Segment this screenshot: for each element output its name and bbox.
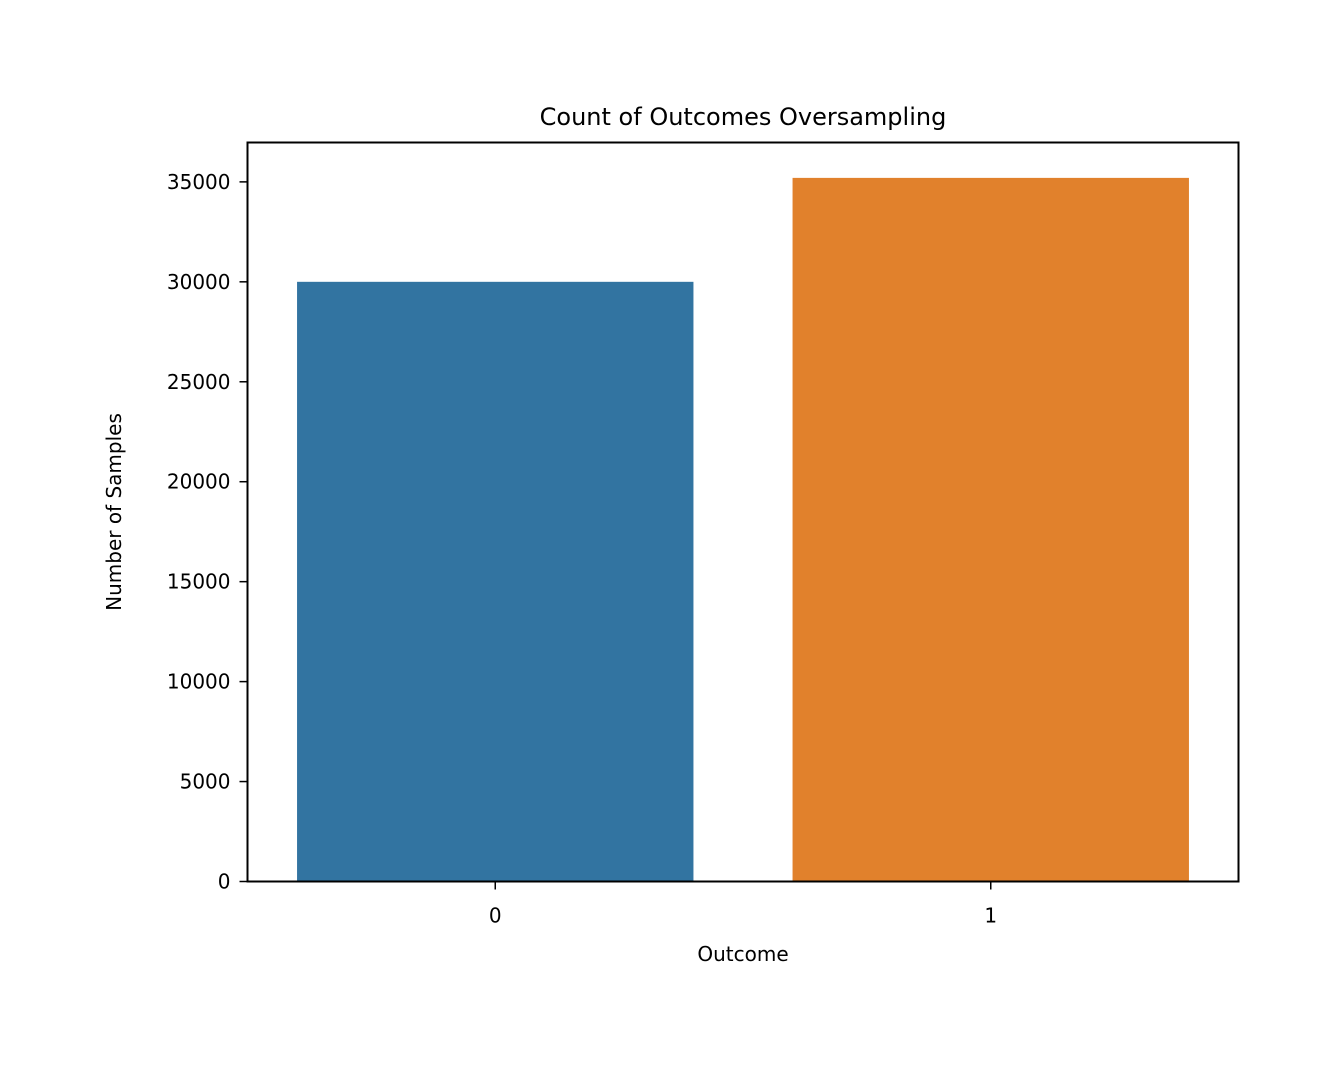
bar-0 [297, 281, 694, 882]
x-axis-label: Outcome [697, 942, 788, 966]
y-tick-label: 5000 [180, 770, 231, 794]
chart-title: Count of Outcomes Oversampling [540, 103, 947, 131]
y-tick-label: 25000 [167, 370, 231, 394]
x-tick-label: 0 [489, 904, 502, 928]
y-axis-label: Number of Samples [102, 413, 126, 611]
bars-group [297, 177, 1189, 882]
y-tick-label: 10000 [167, 670, 231, 694]
x-tick-label: 1 [984, 904, 997, 928]
y-axis: 0 5000 10000 15000 20000 25000 30000 35000 [167, 170, 248, 894]
y-tick-label: 15000 [167, 570, 231, 594]
y-tick-label: 0 [218, 870, 231, 894]
bar-1 [792, 177, 1189, 882]
y-tick-label: 35000 [167, 170, 231, 194]
y-tick-label: 30000 [167, 270, 231, 294]
y-tick-label: 20000 [167, 470, 231, 494]
plot-frame [246, 141, 1240, 883]
